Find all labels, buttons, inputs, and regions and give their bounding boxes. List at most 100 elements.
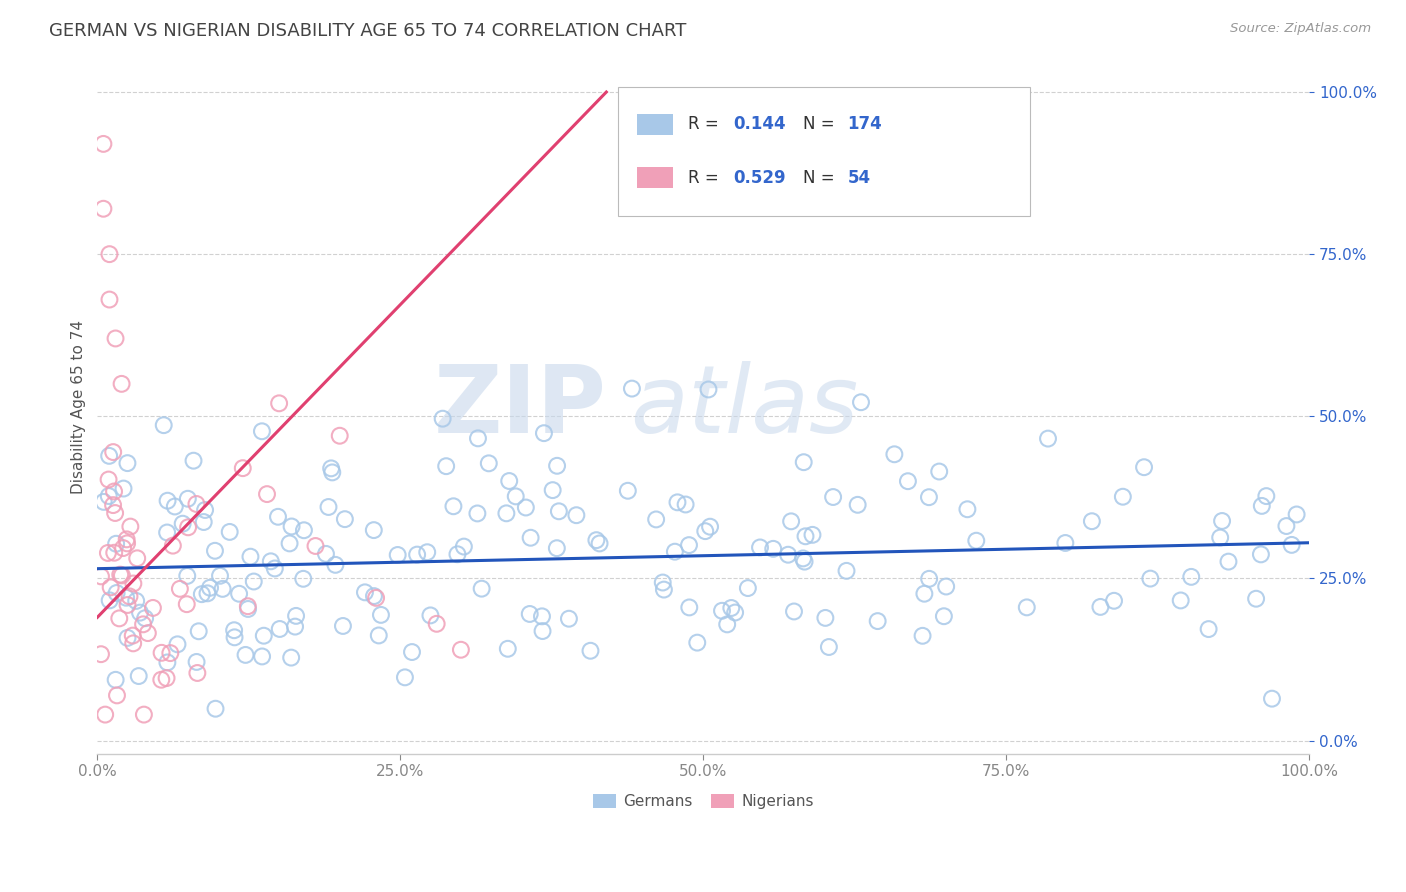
Point: [530, 609, 553, 624]
Point: [108, 611, 131, 625]
Point: [918, 490, 941, 504]
Point: [120, 519, 142, 533]
Point: [617, 483, 640, 498]
Point: [94, 707, 117, 722]
Point: [935, 580, 957, 594]
Text: 174: 174: [848, 115, 882, 133]
Point: [97, 489, 120, 503]
Point: [100, 580, 122, 594]
Point: [98, 293, 121, 307]
Point: [1285, 508, 1308, 522]
Point: [467, 431, 489, 445]
Point: [332, 619, 354, 633]
Point: [720, 601, 742, 615]
Point: [250, 649, 273, 664]
Point: [239, 549, 262, 564]
Point: [104, 331, 127, 345]
Point: [103, 445, 125, 459]
Point: [329, 428, 352, 442]
Point: [224, 630, 246, 644]
Point: [242, 574, 264, 589]
Point: [127, 551, 149, 566]
Point: [793, 555, 815, 569]
Point: [531, 624, 554, 638]
Point: [325, 558, 347, 572]
Point: [367, 628, 389, 642]
Point: [453, 540, 475, 554]
Point: [97, 546, 120, 560]
Point: [716, 617, 738, 632]
Point: [588, 536, 610, 550]
Point: [90, 647, 112, 661]
Point: [547, 504, 569, 518]
Point: [129, 606, 152, 620]
Point: [98, 593, 121, 607]
Point: [364, 591, 387, 605]
Text: N =: N =: [803, 115, 839, 133]
Point: [193, 515, 215, 529]
Point: [498, 474, 520, 488]
Point: [117, 631, 139, 645]
Point: [835, 564, 858, 578]
Point: [186, 665, 208, 680]
Point: [912, 587, 935, 601]
Point: [686, 635, 709, 649]
Point: [128, 669, 150, 683]
Point: [115, 536, 138, 550]
Point: [814, 611, 837, 625]
Point: [823, 490, 845, 504]
Point: [450, 642, 472, 657]
Point: [186, 497, 208, 511]
Point: [354, 585, 377, 599]
Point: [793, 455, 815, 469]
Point: [432, 411, 454, 425]
Point: [232, 461, 254, 475]
Point: [176, 569, 198, 583]
Point: [363, 589, 385, 603]
Point: [794, 529, 817, 543]
Point: [1054, 536, 1077, 550]
Point: [664, 544, 686, 558]
Point: [97, 473, 120, 487]
Point: [197, 586, 219, 600]
Point: [267, 509, 290, 524]
Text: atlas: atlas: [630, 361, 859, 452]
Point: [132, 617, 155, 632]
Point: [675, 498, 697, 512]
Point: [1261, 691, 1284, 706]
Text: R =: R =: [688, 169, 724, 186]
Text: ZIP: ZIP: [433, 360, 606, 452]
Legend: Germans, Nigerians: Germans, Nigerians: [586, 788, 820, 815]
Point: [211, 582, 233, 596]
Point: [236, 602, 259, 616]
Point: [370, 607, 392, 622]
Point: [546, 541, 568, 556]
Point: [1015, 600, 1038, 615]
Point: [533, 426, 555, 441]
Point: [292, 523, 315, 537]
Point: [183, 453, 205, 467]
Point: [783, 605, 806, 619]
Point: [292, 572, 315, 586]
Point: [224, 624, 246, 638]
Point: [117, 598, 139, 612]
Point: [737, 581, 759, 595]
Y-axis label: Disability Age 65 to 74: Disability Age 65 to 74: [72, 319, 86, 493]
Point: [897, 474, 920, 488]
Point: [932, 609, 955, 624]
Point: [1209, 531, 1232, 545]
Point: [117, 456, 139, 470]
Point: [156, 656, 179, 670]
Point: [711, 604, 734, 618]
Bar: [637, 113, 673, 135]
Point: [191, 587, 214, 601]
Point: [1090, 599, 1112, 614]
Point: [620, 382, 643, 396]
Point: [103, 546, 125, 560]
Point: [142, 601, 165, 615]
Point: [434, 459, 457, 474]
Point: [1170, 593, 1192, 607]
Point: [169, 582, 191, 596]
Point: [98, 449, 121, 463]
Point: [304, 539, 326, 553]
